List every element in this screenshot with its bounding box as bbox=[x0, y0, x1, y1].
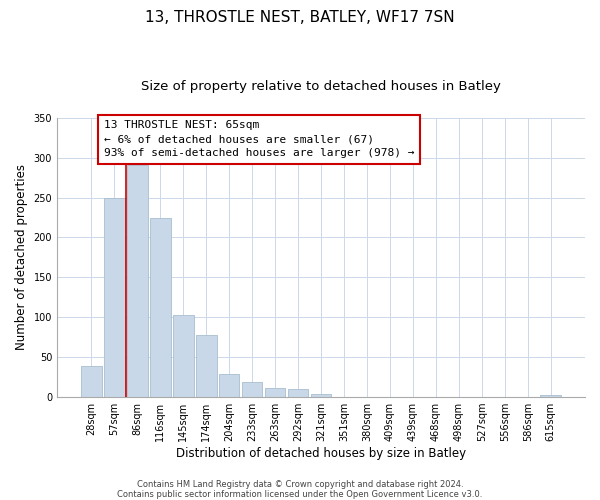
Bar bbox=[541, 396, 561, 397]
Title: Size of property relative to detached houses in Batley: Size of property relative to detached ho… bbox=[141, 80, 501, 93]
Bar bbox=[173, 315, 194, 397]
Bar bbox=[81, 366, 102, 397]
Y-axis label: Number of detached properties: Number of detached properties bbox=[15, 164, 28, 350]
Text: 13, THROSTLE NEST, BATLEY, WF17 7SN: 13, THROSTLE NEST, BATLEY, WF17 7SN bbox=[145, 10, 455, 25]
Text: Contains HM Land Registry data © Crown copyright and database right 2024.
Contai: Contains HM Land Registry data © Crown c… bbox=[118, 480, 482, 499]
Bar bbox=[311, 394, 331, 397]
Bar bbox=[196, 335, 217, 397]
Bar bbox=[150, 218, 170, 397]
Bar bbox=[265, 388, 286, 397]
X-axis label: Distribution of detached houses by size in Batley: Distribution of detached houses by size … bbox=[176, 447, 466, 460]
Bar bbox=[288, 389, 308, 397]
Bar bbox=[104, 198, 125, 397]
Bar bbox=[219, 374, 239, 397]
Text: 13 THROSTLE NEST: 65sqm
← 6% of detached houses are smaller (67)
93% of semi-det: 13 THROSTLE NEST: 65sqm ← 6% of detached… bbox=[104, 120, 415, 158]
Bar bbox=[127, 165, 148, 397]
Bar bbox=[242, 382, 262, 397]
